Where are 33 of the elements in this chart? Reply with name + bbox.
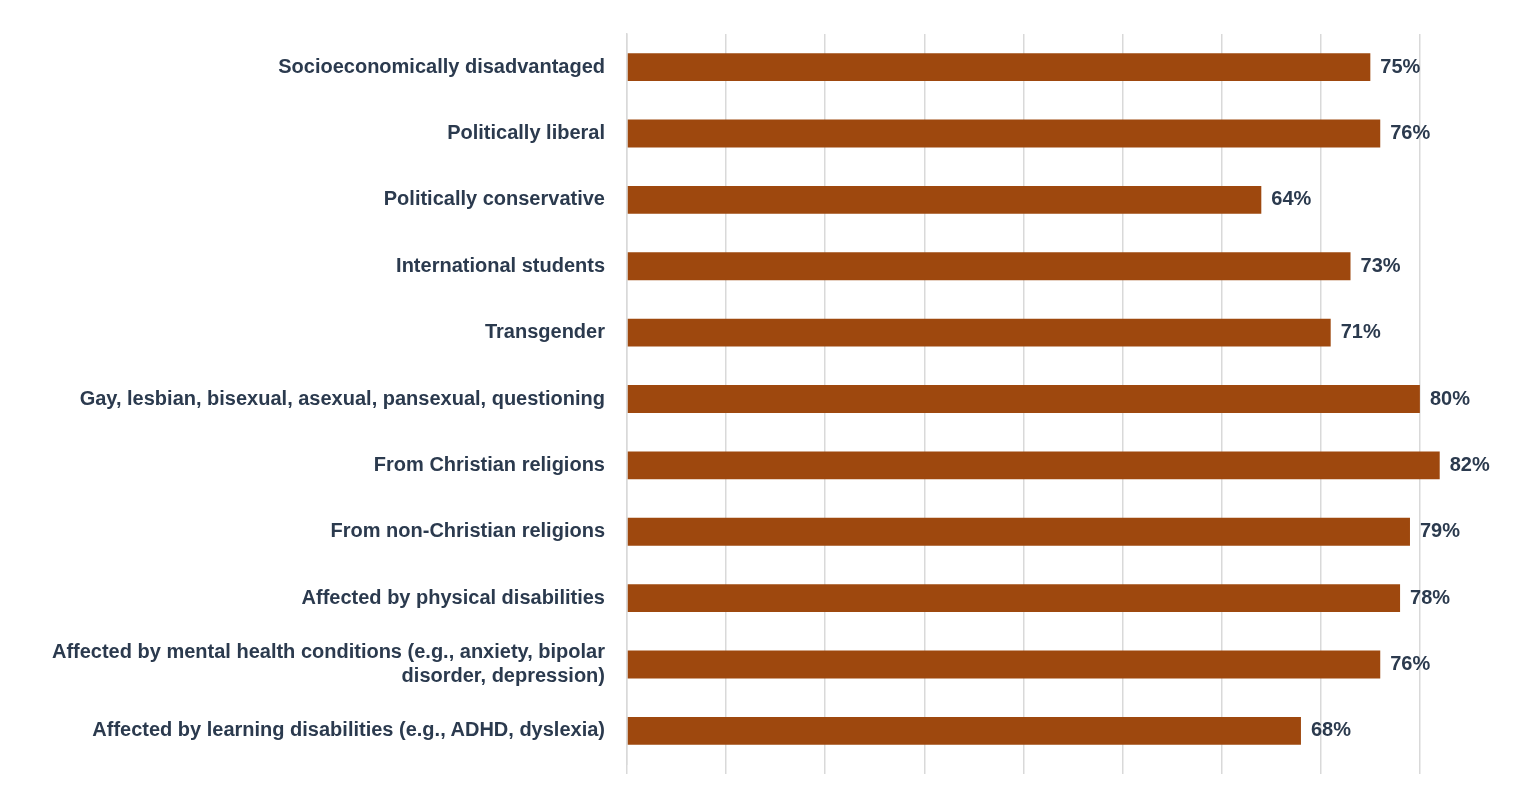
data-label: 79%: [1419, 519, 1461, 542]
data-label: 78%: [1410, 585, 1451, 608]
data-label: 73%: [1360, 253, 1401, 276]
data-label: 76%: [1390, 651, 1431, 674]
bar: [627, 318, 1331, 347]
bar: [627, 584, 1401, 613]
y-tick-label: Politically conservative: [383, 187, 605, 210]
y-tick-label: From non-Christian religions: [330, 519, 605, 542]
data-label: 64%: [1271, 187, 1312, 210]
y-tick-label: Socioeconomically disadvantaged: [278, 54, 605, 77]
bar: [627, 53, 1371, 82]
bar: [627, 185, 1262, 214]
bar: [627, 451, 1440, 480]
bar: [627, 252, 1351, 281]
bar: [627, 385, 1420, 413]
y-tick-label: From Christian religions: [373, 452, 605, 475]
y-tick-label: Gay, lesbian, bisexual, asexual, pansexual, questioning: [79, 386, 605, 409]
data-label: 82%: [1449, 452, 1490, 475]
bar: [627, 650, 1381, 679]
bar: [627, 517, 1410, 546]
y-tick-label: Transgender: [484, 320, 606, 343]
y-tick-label: Affected by physical disabilities: [301, 585, 605, 608]
bar: [627, 119, 1381, 148]
bar: [627, 716, 1301, 745]
data-label: 75%: [1380, 54, 1421, 77]
y-tick-label: Politically liberal: [447, 121, 605, 144]
y-tick-label: Affected by mental health conditions (e.g., anxiety, bipolar disorder, depression): [51, 639, 606, 686]
data-label: 71%: [1340, 320, 1381, 343]
y-tick-label: International students: [396, 253, 605, 276]
data-label: 68%: [1310, 718, 1352, 741]
y-tick-label: Affected by learning disabilities (e.g., ADHD, dyslexia): [92, 718, 605, 741]
data-label: 76%: [1390, 121, 1431, 144]
data-label: 80%: [1429, 386, 1471, 409]
